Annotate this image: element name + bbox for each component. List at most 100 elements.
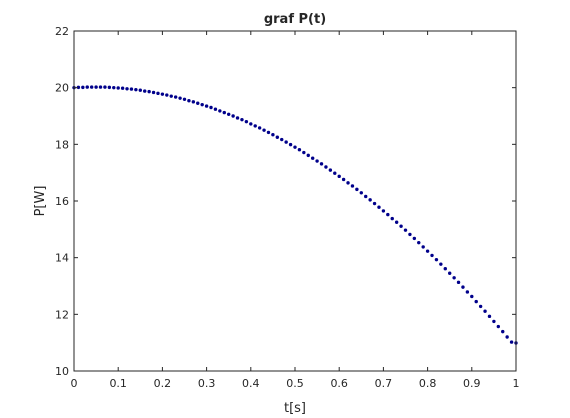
data-point <box>483 309 487 313</box>
data-point <box>293 145 297 149</box>
x-tick-label: 0.1 <box>109 377 127 390</box>
data-point <box>448 271 452 275</box>
data-point <box>244 119 249 124</box>
data-point <box>125 87 129 91</box>
data-point <box>403 228 408 232</box>
data-point <box>368 198 372 202</box>
data-point <box>85 85 89 89</box>
data-point <box>443 267 447 271</box>
data-point <box>302 150 306 155</box>
x-axis-label: t[s] <box>284 401 306 416</box>
data-point <box>147 89 151 94</box>
data-point <box>262 128 266 132</box>
x-tick-label: 0.7 <box>375 377 393 390</box>
data-point <box>439 262 443 266</box>
data-point <box>408 232 412 237</box>
data-point <box>182 97 187 101</box>
data-point <box>284 140 288 144</box>
data-point <box>271 133 275 137</box>
data-point <box>487 314 492 319</box>
x-tick-label: 0.3 <box>198 377 216 390</box>
data-point <box>112 85 116 90</box>
data-point <box>496 324 501 329</box>
data-point <box>249 122 253 126</box>
data-point <box>341 177 346 182</box>
data-point <box>492 319 496 324</box>
data-point <box>156 91 160 96</box>
data-point <box>328 168 333 172</box>
data-point <box>134 87 138 92</box>
data-point <box>160 92 165 96</box>
data-point <box>129 87 134 91</box>
data-point <box>107 85 112 90</box>
data-point <box>359 191 363 195</box>
x-tick-label: 0.2 <box>154 377 172 390</box>
data-point <box>187 99 191 103</box>
x-tick-label: 0.9 <box>463 377 481 390</box>
data-point <box>213 107 218 111</box>
x-tick-label: 0.6 <box>330 377 348 390</box>
data-point <box>209 105 213 110</box>
data-point <box>501 329 505 334</box>
data-point <box>324 165 328 169</box>
data-point <box>337 174 341 179</box>
data-point <box>417 240 421 245</box>
data-point <box>474 299 478 304</box>
y-axis-ticks: 10 12 14 16 18 20 22 <box>55 25 516 378</box>
data-point <box>425 249 430 253</box>
data-point <box>478 304 483 309</box>
x-tick-label: 1 <box>513 377 520 390</box>
data-point <box>465 290 470 294</box>
data-point <box>399 224 403 228</box>
data-point <box>143 89 147 93</box>
x-tick-label: 0.5 <box>286 377 304 390</box>
data-point <box>386 212 390 217</box>
y-tick-label: 16 <box>55 195 69 208</box>
data-point <box>138 88 142 92</box>
data-point <box>266 130 271 135</box>
data-point <box>169 94 173 98</box>
plot-background <box>74 31 516 371</box>
data-point <box>315 159 319 163</box>
data-point <box>421 245 425 249</box>
y-tick-label: 18 <box>55 138 69 151</box>
data-point <box>98 85 103 89</box>
data-point <box>372 201 377 206</box>
data-point <box>94 85 98 89</box>
y-axis-label: P[W] <box>33 186 48 217</box>
data-point <box>333 171 337 175</box>
data-point <box>430 253 434 258</box>
data-point <box>509 340 514 344</box>
data-point <box>456 280 461 285</box>
data-point <box>394 220 399 224</box>
data-point <box>350 184 355 188</box>
y-tick-label: 12 <box>55 308 69 321</box>
data-point <box>390 216 394 221</box>
data-point <box>310 156 315 160</box>
data-point <box>377 205 381 209</box>
data-point <box>412 236 417 241</box>
data-point <box>452 276 456 280</box>
data-point <box>235 116 240 120</box>
data-point <box>191 100 196 104</box>
y-tick-label: 20 <box>55 82 69 95</box>
data-point <box>461 285 465 289</box>
data-point <box>288 142 293 147</box>
data-point <box>434 257 439 262</box>
data-point <box>222 110 226 115</box>
data-point <box>346 181 350 185</box>
x-axis-ticks: 0 0.1 0.2 0.3 0.4 0.5 0.6 0.7 0.8 0.9 1 <box>71 31 520 390</box>
data-point <box>81 85 85 90</box>
data-point <box>240 117 244 122</box>
data-point <box>116 86 120 90</box>
y-tick-label: 14 <box>55 252 69 265</box>
data-point <box>231 114 235 118</box>
data-point <box>200 102 204 107</box>
data-point <box>76 85 81 90</box>
data-point <box>218 109 222 113</box>
data-point <box>227 112 231 117</box>
chart-title: graf P(t) <box>264 12 326 27</box>
x-tick-label: 0 <box>71 377 78 390</box>
data-point <box>151 90 156 95</box>
